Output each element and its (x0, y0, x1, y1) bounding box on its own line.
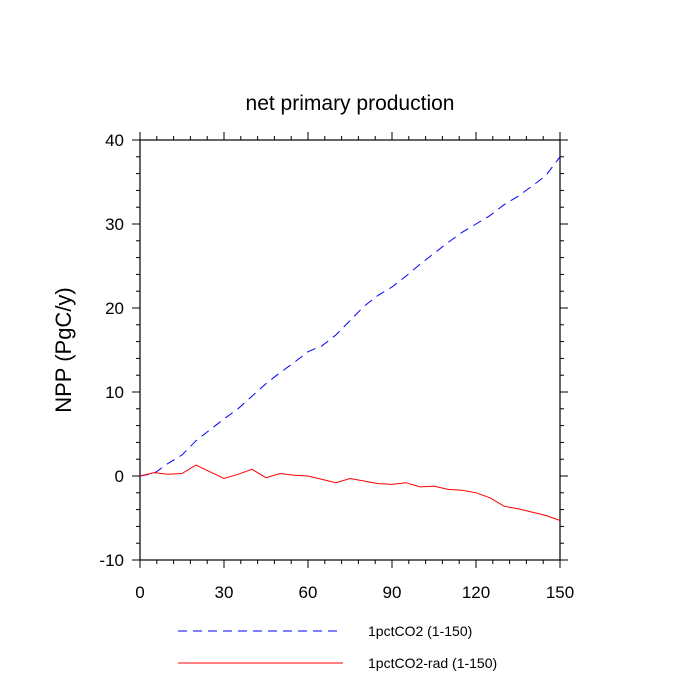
y-tick-label: 10 (105, 383, 124, 402)
axis-ticks (132, 132, 568, 568)
y-tick-label: 40 (105, 131, 124, 150)
x-tick-label: 150 (546, 583, 574, 602)
x-tick-label: 0 (135, 583, 144, 602)
y-tick-label: 0 (115, 467, 124, 486)
x-tick-label: 120 (462, 583, 490, 602)
series-line-1 (139, 156, 561, 477)
legend-label-2: 1pctCO2-rad (1-150) (368, 655, 497, 671)
legend: 1pctCO2 (1-150) 1pctCO2-rad (1-150) (178, 623, 497, 671)
axis-tick-labels: 0 30 60 90 120 150 -10 0 10 20 30 40 (99, 131, 574, 602)
y-tick-label: -10 (99, 551, 124, 570)
x-tick-label: 90 (383, 583, 402, 602)
plot-frame (139, 139, 561, 561)
chart-title: net primary production (246, 92, 455, 115)
x-tick-label: 30 (215, 583, 234, 602)
series-layer (139, 156, 561, 521)
y-tick-label: 30 (105, 215, 124, 234)
x-tick-label: 60 (299, 583, 318, 602)
legend-label-1: 1pctCO2 (1-150) (368, 623, 472, 639)
y-axis-label: NPP (PgC/y) (51, 287, 76, 413)
y-tick-label: 20 (105, 299, 124, 318)
series-line-2 (139, 464, 561, 521)
